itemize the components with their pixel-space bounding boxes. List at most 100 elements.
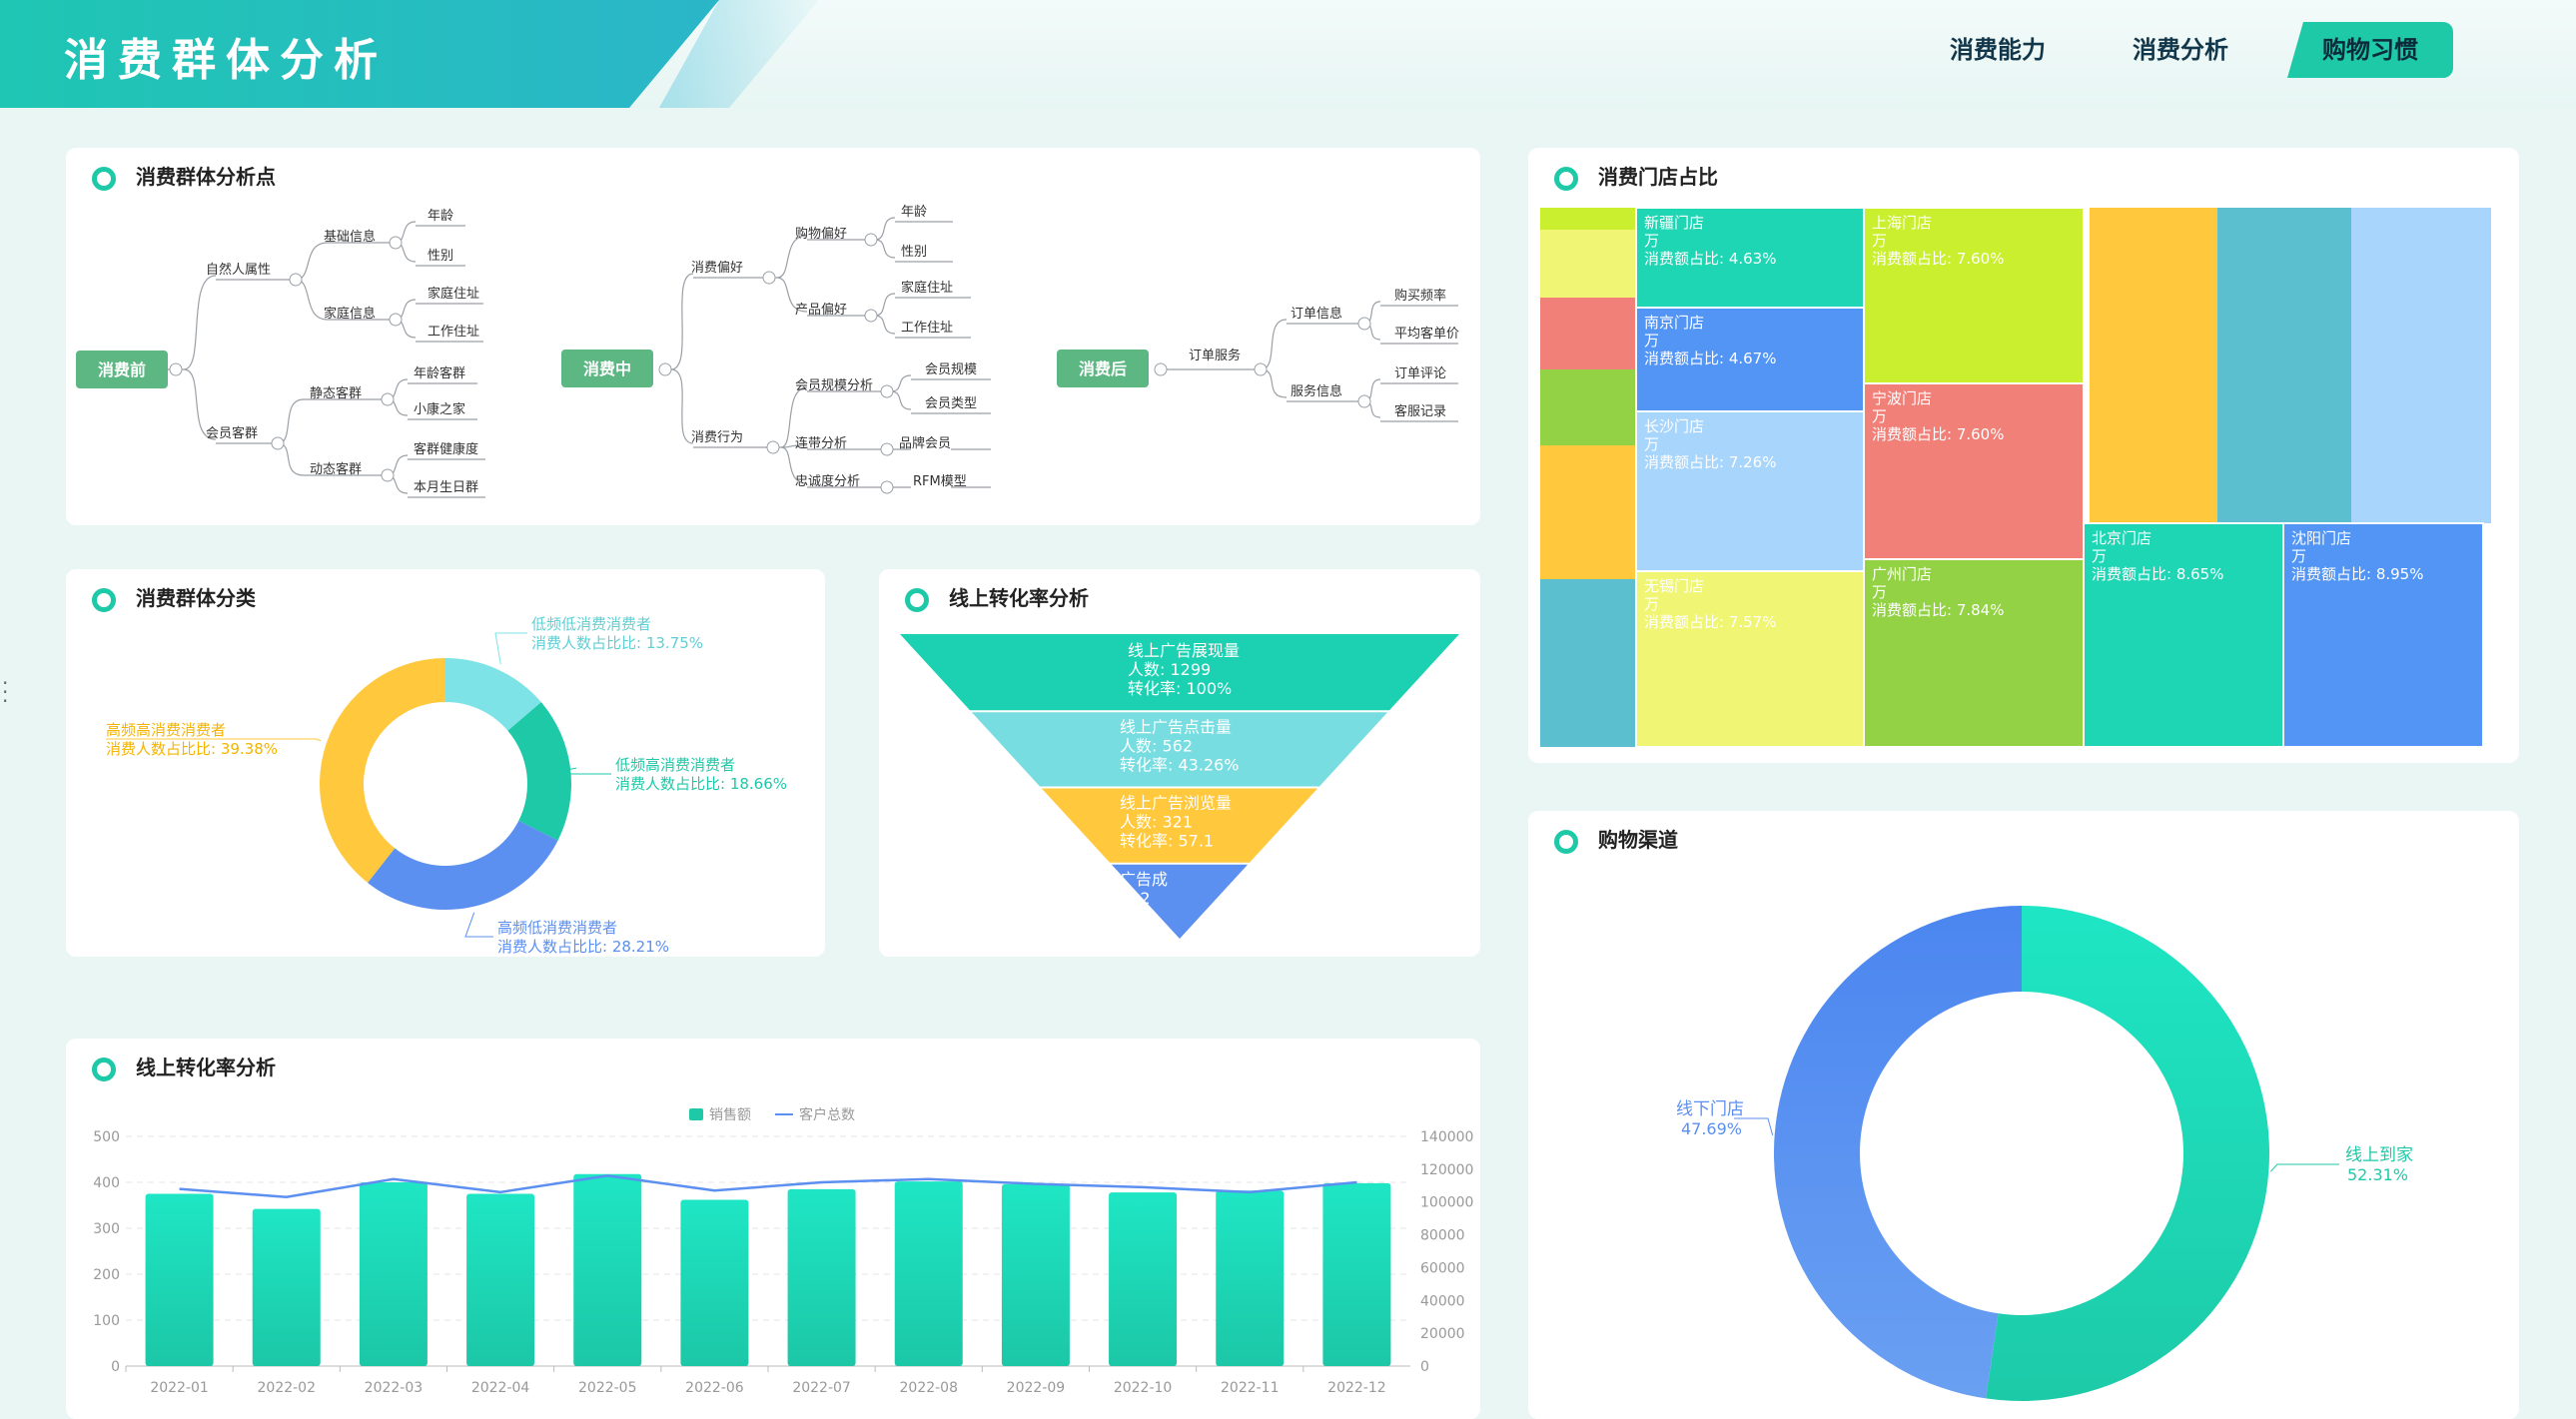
treemap-cell[interactable]: [1540, 579, 1636, 747]
label-leader: [464, 912, 493, 938]
bar[interactable]: [1322, 1182, 1391, 1366]
ring-icon: [1554, 830, 1578, 854]
mindmap-root-pre[interactable]: [76, 351, 168, 388]
panel-combo-chart: 线上转化率分析 销售额 客户总数 0 100 200 300 400 500 0 20000 400…: [66, 1039, 1480, 1419]
ring-icon: [1554, 167, 1578, 191]
treemap-cell[interactable]: [2217, 208, 2351, 523]
bar[interactable]: [1001, 1183, 1070, 1366]
bar[interactable]: [252, 1208, 321, 1366]
tab-consumption-analysis[interactable]: 消费分析: [2133, 36, 2228, 64]
funnel-stage[interactable]: [1041, 788, 1318, 863]
store-share: 消费额占比: 7.60%: [1872, 425, 2004, 443]
store-unit: 万: [2092, 547, 2107, 565]
slice-value: 47.69%: [1681, 1119, 1742, 1138]
svg-text:自然人属性: 自然人属性: [206, 262, 271, 278]
slice-label: 线下门店: [1676, 1099, 1744, 1119]
svg-text:性别: 性别: [428, 249, 453, 264]
tab-consumption-ability[interactable]: 消费能力: [1950, 36, 2046, 64]
bar[interactable]: [1216, 1190, 1285, 1366]
funnel-stage[interactable]: [1111, 864, 1249, 939]
svg-text:忠诚度分析: 忠诚度分析: [795, 473, 860, 489]
store-name: 新疆门店: [1644, 214, 1704, 232]
bar[interactable]: [1109, 1192, 1178, 1366]
panel-title: 消费群体分类: [92, 583, 256, 613]
label-leader: [544, 767, 611, 775]
funnel-stage-rate: 转化率: 43.26%: [1120, 755, 1240, 774]
y-tick-right: 120000: [1420, 1162, 1473, 1178]
treemap-cell[interactable]: [2351, 208, 2491, 523]
store-share: 消费额占比: 8.65%: [2092, 565, 2223, 583]
store-share: 消费额占比: 8.95%: [2291, 565, 2423, 583]
legend-label: 客户总数: [799, 1106, 855, 1123]
funnel-stage[interactable]: [900, 634, 1459, 711]
store-share: 消费额占比: 7.26%: [1644, 453, 1776, 471]
bar[interactable]: [359, 1182, 428, 1366]
treemap-cell[interactable]: [1863, 558, 2085, 748]
svg-text:会员规模: 会员规模: [925, 362, 977, 377]
store-share: 消费额占比: 7.84%: [1872, 601, 2004, 619]
slice-label: 低频高消费消费者: [615, 756, 735, 774]
mindmap-root-post[interactable]: [1057, 350, 1149, 387]
x-tick-label: 2022-04: [471, 1380, 530, 1396]
bar[interactable]: [573, 1173, 642, 1366]
line-series[interactable]: [179, 1174, 1357, 1199]
page-title: 消费群体分析: [64, 35, 388, 86]
drag-handle-icon[interactable]: · · ·: [2, 671, 9, 713]
slice-label: 高频高消费消费者: [106, 721, 226, 739]
panel-title: 线上转化率分析: [905, 583, 1089, 613]
panel-funnel: 线上转化率分析 线上广告展现量 人数: 1299 转化率: 100% 线上广告点击量人…: [879, 569, 1480, 957]
bar[interactable]: [894, 1181, 963, 1366]
bar[interactable]: [145, 1193, 214, 1367]
svg-text:连带分析: 连带分析: [795, 435, 847, 451]
treemap-cell[interactable]: [1540, 298, 1636, 369]
ring-icon: [92, 1058, 116, 1081]
svg-text:消费行为: 消费行为: [691, 430, 743, 445]
panel-title: 消费群体分析点: [92, 162, 276, 192]
donut-slice[interactable]: [507, 702, 571, 841]
y-tick-left: 0: [111, 1359, 120, 1375]
chart-legend: 销售额 客户总数: [689, 1106, 855, 1123]
treemap-cell[interactable]: [2282, 522, 2484, 748]
panel-title: 消费门店占比: [1554, 162, 1718, 192]
store-unit: 万: [1644, 595, 1659, 613]
treemap-cell[interactable]: [2083, 522, 2284, 748]
store-name: 广州门店: [1872, 565, 1932, 583]
bar[interactable]: [466, 1193, 535, 1367]
donut-slice[interactable]: [368, 820, 558, 910]
treemap-cell[interactable]: [1540, 208, 1636, 230]
x-tick-label: 2022-06: [685, 1380, 744, 1396]
x-tick-label: 2022-02: [258, 1380, 317, 1396]
treemap-cell[interactable]: [1540, 369, 1636, 445]
slice-value: 消费人数占比比: 18.66%: [615, 775, 787, 793]
svg-text:会员规模分析: 会员规模分析: [795, 378, 873, 393]
bar[interactable]: [680, 1199, 749, 1366]
y-tick-left: 400: [93, 1175, 120, 1191]
treemap-cell[interactable]: [2090, 208, 2217, 523]
treemap-cell[interactable]: [1540, 445, 1636, 579]
treemap-cell[interactable]: [1540, 230, 1636, 298]
treemap-cell[interactable]: [1635, 410, 1865, 572]
svg-text:购买频率: 购买频率: [1394, 288, 1446, 304]
donut-slice[interactable]: [1986, 906, 2269, 1401]
funnel-stage[interactable]: [971, 712, 1388, 787]
store-name: 北京门店: [2092, 529, 2151, 547]
panel-title: 线上转化率分析: [92, 1053, 276, 1082]
donut-slice[interactable]: [320, 658, 445, 883]
treemap-cell[interactable]: [1635, 307, 1865, 412]
donut-slice[interactable]: [445, 658, 541, 731]
treemap-cell[interactable]: [1863, 207, 2085, 384]
treemap-cell[interactable]: [1635, 207, 1865, 309]
store-name: 上海门店: [1872, 214, 1932, 232]
mindmap-root-mid[interactable]: [561, 350, 653, 387]
treemap-cell[interactable]: [1635, 570, 1865, 748]
svg-text:品牌会员: 品牌会员: [899, 435, 951, 451]
svg-text:工作住址: 工作住址: [901, 321, 953, 336]
bar[interactable]: [787, 1188, 856, 1366]
panel-shopping-channel: 购物渠道 线上到家 52.31% 线下门店 47.69%: [1528, 811, 2519, 1419]
panel-consumer-category: 消费群体分类 低频低消费消费者 消费人数占比比: 13.75% 低频高消费消费者 消费…: [66, 569, 825, 957]
svg-text:静态客群: 静态客群: [310, 385, 362, 401]
tab-shopping-habits[interactable]: 购物习惯: [2287, 22, 2453, 78]
store-unit: 万: [2291, 547, 2306, 565]
treemap-cell[interactable]: [1863, 382, 2085, 560]
donut-slice[interactable]: [1773, 906, 2022, 1399]
